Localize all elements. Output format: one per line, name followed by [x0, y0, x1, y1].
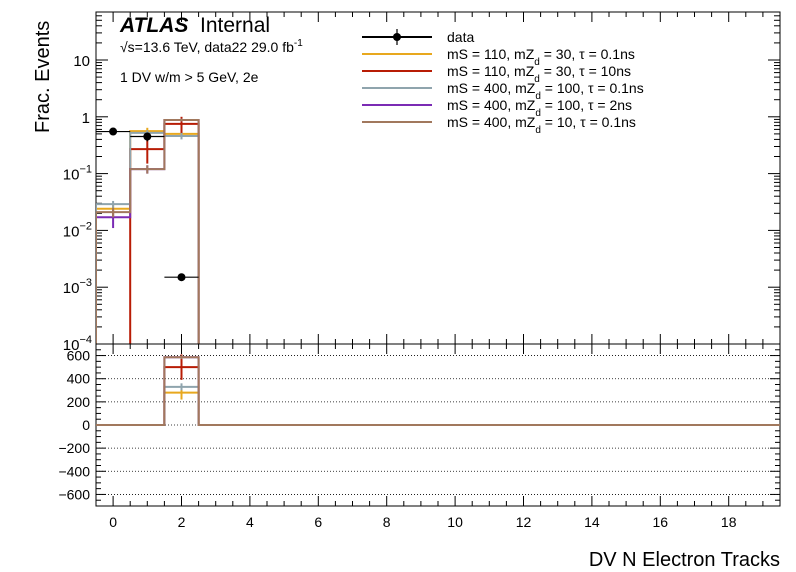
data-point	[109, 127, 118, 136]
y-tick-exp: −4	[79, 334, 92, 346]
x-tick-label: 4	[246, 514, 254, 530]
legend-label-5: mS = 400, mZd = 10, τ = 0.1ns	[447, 114, 636, 136]
legend-label-1: mS = 110, mZd = 30, τ = 0.1ns	[447, 46, 635, 68]
x-tick-label: 16	[653, 514, 669, 530]
data-point	[143, 132, 152, 141]
legend-label-4: mS = 400, mZd = 100, τ = 2ns	[447, 97, 632, 119]
legend-label-sub: d	[534, 74, 540, 85]
legend-label-main: mS = 400, mZ	[447, 97, 536, 113]
series-4-ratio-step	[96, 356, 780, 426]
y-tick-exp: −2	[79, 220, 92, 232]
energy-lumi-sup: -1	[294, 38, 303, 49]
annotations: ATLAS Internal √s=13.6 TeV, data22 29.0 …	[32, 14, 780, 571]
y-tick-base: 1	[82, 110, 90, 127]
legend-label-2: mS = 110, mZd = 30, τ = 10ns	[447, 63, 631, 85]
legend-label-main: mS = 110, mZ	[447, 46, 535, 62]
ratio-histograms	[96, 354, 780, 426]
y-tick-label-top: 10−3	[63, 277, 92, 297]
legend-label-tail: = 10, τ = 0.1ns	[541, 114, 636, 130]
y-tick-label-bottom: −400	[58, 463, 90, 479]
y-tick-exp: −1	[79, 164, 92, 176]
y-tick-label-top: 10−2	[63, 220, 92, 240]
atlas-label: ATLAS	[119, 14, 188, 37]
y-tick-label-top: 10−4	[63, 334, 92, 354]
y-tick-label-bottom: 0	[82, 417, 90, 433]
legend-label-main: mS = 400, mZ	[447, 80, 536, 96]
legend-label-sub: d	[534, 57, 540, 68]
legend-label-sub: d	[535, 108, 541, 119]
y-tick-base: 10	[63, 280, 80, 297]
y-tick-label-bottom: 200	[67, 394, 91, 410]
legend-label-tail: = 100, τ = 0.1ns	[541, 80, 644, 96]
y-tick-label-bottom: −600	[58, 486, 90, 502]
legend-label-main: data	[447, 29, 474, 45]
x-tick-label: 2	[178, 514, 186, 530]
internal-label: Internal	[200, 14, 270, 37]
y-tick-label-bottom: 600	[67, 348, 91, 364]
legend-label-tail: = 100, τ = 2ns	[541, 97, 632, 113]
x-tick-label: 18	[721, 514, 737, 530]
legend-label-tail: = 30, τ = 0.1ns	[540, 46, 635, 62]
series-0-step	[96, 130, 200, 344]
y-tick-label-bottom: −200	[58, 440, 90, 456]
top-histograms	[96, 116, 200, 344]
legend-label-sub: d	[535, 125, 541, 136]
energy-lumi-label: √s=13.6 TeV, data22 29.0 fb-1	[120, 38, 303, 55]
y-tick-label-top: 1	[82, 110, 90, 127]
data-point	[177, 273, 186, 282]
legend-label-3: mS = 400, mZd = 100, τ = 0.1ns	[447, 80, 644, 102]
energy-lumi-text: √s=13.6 TeV, data22 29.0 fb	[120, 39, 294, 55]
y-tick-label-bottom: 400	[67, 371, 91, 387]
y-tick-base: 10	[73, 53, 90, 70]
x-tick-label: 8	[383, 514, 391, 530]
y-tick-base: 10	[63, 337, 80, 354]
x-tick-label: 10	[447, 514, 463, 530]
y-axis-label: Frac. Events	[32, 21, 54, 133]
x-tick-label: 14	[584, 514, 600, 530]
legend-label-main: mS = 400, mZ	[447, 114, 536, 130]
legend-label-0: data	[447, 29, 474, 45]
legend-label-tail: = 30, τ = 10ns	[540, 63, 631, 79]
y-tick-label-top: 10	[73, 53, 90, 70]
y-tick-base: 10	[63, 167, 80, 184]
x-axis-label: DV N Electron Tracks	[589, 549, 780, 571]
x-tick-label: 6	[314, 514, 322, 530]
selection-label: 1 DV w/m > 5 GeV, 2e	[120, 69, 259, 85]
y-tick-label-top: 10−1	[63, 164, 92, 184]
legend-marker	[393, 33, 401, 41]
x-tick-label: 12	[516, 514, 532, 530]
ratio-panel: 0 2 4 6 8 10 12 14 16 18 −600 −400 −200 0 200 400 600	[58, 343, 781, 530]
legend-label-sub: d	[535, 91, 541, 102]
y-tick-base: 10	[63, 223, 80, 240]
x-tick-label: 0	[109, 514, 117, 530]
legend-label-main: mS = 110, mZ	[447, 63, 535, 79]
y-tick-exp: −3	[79, 277, 92, 289]
